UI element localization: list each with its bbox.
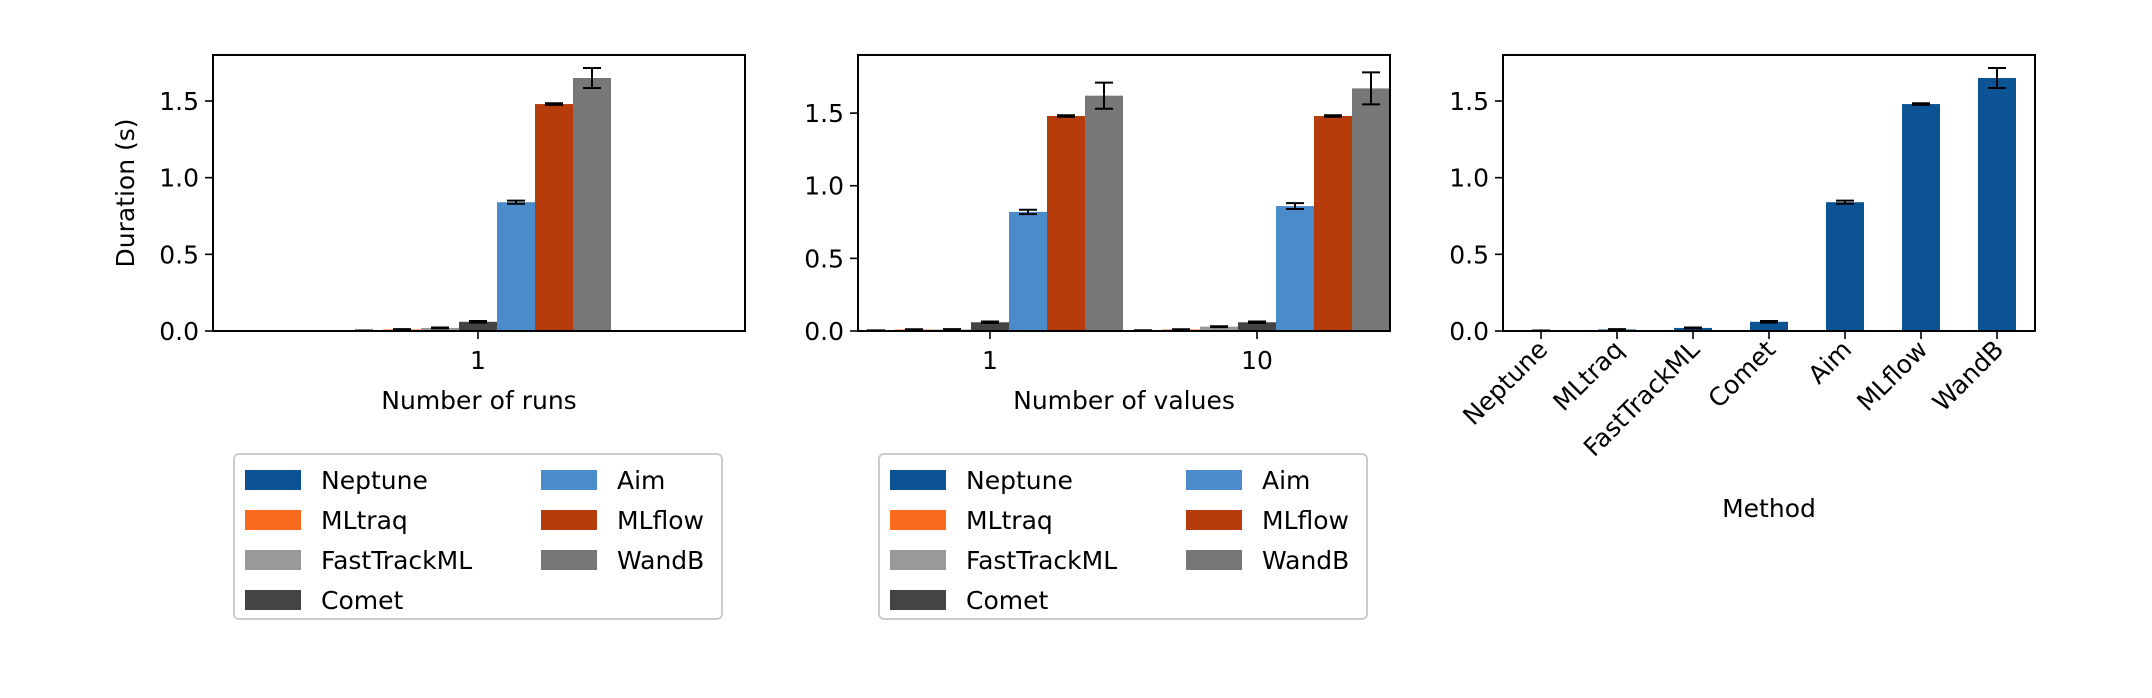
x-axis-label: Number of values — [1013, 386, 1235, 415]
x-tick-label: 10 — [1241, 346, 1273, 375]
legend-label-aim: Aim — [617, 466, 665, 495]
legend-label-wandb: WandB — [617, 546, 704, 575]
bar-fasttrackml — [421, 327, 459, 331]
x-tick-label: 1 — [982, 346, 998, 375]
bar-comet — [1750, 321, 1788, 331]
bar-wandb — [573, 78, 611, 331]
bar-wandb — [1352, 88, 1390, 332]
y-tick-label: 0.5 — [804, 244, 844, 273]
bar-wandb — [1978, 78, 2016, 331]
legend-swatch-wandb — [541, 550, 597, 570]
bar-comet — [1238, 322, 1276, 331]
legend-label-mlflow: MLflow — [1262, 506, 1349, 535]
legend-swatch-wandb — [1186, 550, 1242, 570]
legend-label-mlflow: MLflow — [617, 506, 704, 535]
legend-swatch-mltraq — [245, 510, 301, 530]
plot-frame — [857, 54, 1391, 332]
legend-label-fasttrackml: FastTrackML — [966, 546, 1117, 575]
y-tick-label: 0.5 — [1449, 240, 1489, 269]
y-axis-label: Duration (s) — [111, 118, 140, 267]
x-tick-label: Comet — [1703, 335, 1782, 414]
legend-swatch-mlflow — [541, 510, 597, 530]
bar-aim — [1276, 206, 1314, 331]
legend-label-wandb: WandB — [1262, 546, 1349, 575]
bar-mlflow — [1047, 116, 1085, 331]
bar-aim — [497, 202, 535, 331]
chart-panel-3: 0.00.51.01.5NeptuneMLtraqFastTrackMLCome… — [1449, 54, 2036, 523]
x-tick-label: MLflow — [1851, 335, 1933, 417]
bar-mlflow — [1314, 116, 1352, 331]
plot-frame — [1502, 54, 2036, 332]
legend-swatch-fasttrackml — [245, 550, 301, 570]
x-tick-label: Neptune — [1457, 335, 1553, 431]
x-tick-label: Aim — [1803, 335, 1858, 390]
y-tick-label: 1.5 — [1449, 87, 1489, 116]
y-tick-label: 1.0 — [159, 164, 199, 193]
bar-comet — [459, 321, 497, 331]
bar-aim — [1826, 202, 1864, 331]
y-tick-label: 1.5 — [804, 99, 844, 128]
legend-label-fasttrackml: FastTrackML — [321, 546, 472, 575]
y-tick-label: 0.5 — [159, 240, 199, 269]
legend-label-neptune: Neptune — [321, 466, 428, 495]
x-tick-label: WandB — [1927, 335, 2009, 417]
legend-label-comet: Comet — [321, 586, 403, 615]
legend-swatch-fasttrackml — [890, 550, 946, 570]
legend-swatch-aim — [1186, 470, 1242, 490]
bar-aim — [1009, 211, 1047, 331]
legend-label-aim: Aim — [1262, 466, 1310, 495]
chart-panel-1: 0.0 0.5 1.0 1.5 Duration (s) 1 Number of runs N… — [111, 54, 746, 620]
plot-frame — [212, 54, 746, 332]
x-tick-label: 1 — [470, 346, 486, 375]
legend-swatch-comet — [890, 590, 946, 610]
legend-swatch-comet — [245, 590, 301, 610]
bar-fasttrackml — [1674, 327, 1712, 331]
y-tick-label: 1.0 — [1449, 164, 1489, 193]
bar-comet — [971, 322, 1009, 331]
x-axis-label: Method — [1722, 494, 1816, 523]
legend-swatch-mltraq — [890, 510, 946, 530]
legend-label-neptune: Neptune — [966, 466, 1073, 495]
y-tick-label: 0.0 — [159, 317, 199, 346]
y-tick-label: 0.0 — [1449, 317, 1489, 346]
bar-wandb — [1085, 95, 1123, 332]
y-tick-label: 1.0 — [804, 172, 844, 201]
bar-mlflow — [535, 104, 573, 331]
bar-mlflow — [1902, 104, 1940, 331]
legend-label-mltraq: MLtraq — [966, 506, 1053, 535]
legend-box — [233, 453, 723, 620]
y-tick-label: 0.0 — [804, 317, 844, 346]
bar-fasttrackml — [1200, 326, 1238, 331]
legend-label-comet: Comet — [966, 586, 1048, 615]
legend-label-mltraq: MLtraq — [321, 506, 408, 535]
legend-swatch-neptune — [890, 470, 946, 490]
legend-box — [878, 453, 1368, 620]
x-axis-label: Number of runs — [381, 386, 576, 415]
legend-swatch-aim — [541, 470, 597, 490]
legend-swatch-mlflow — [1186, 510, 1242, 530]
y-tick-label: 1.5 — [159, 87, 199, 116]
legend-swatch-neptune — [245, 470, 301, 490]
